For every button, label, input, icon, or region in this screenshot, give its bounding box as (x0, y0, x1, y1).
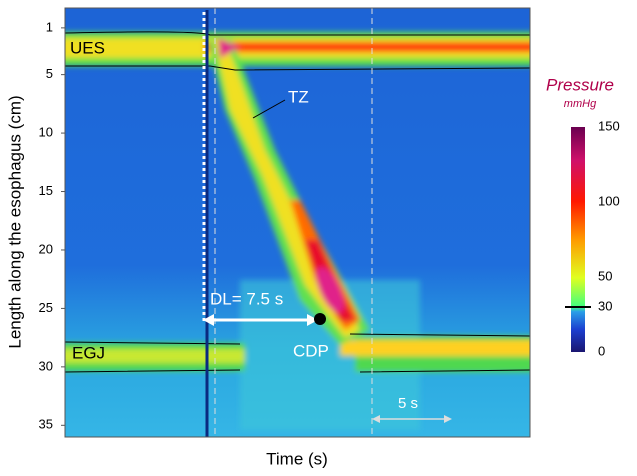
y-tick-label: 1 (46, 19, 53, 34)
annotation: TZ (288, 87, 309, 106)
y-tick-label: 10 (39, 125, 53, 140)
colorbar (571, 127, 585, 352)
colorbar-unit: mmHg (564, 98, 597, 110)
y-tick-label: 30 (39, 358, 53, 373)
y-tick-label: 25 (39, 300, 53, 315)
y-tick-label: 15 (39, 183, 53, 198)
annotation: 5 s (398, 395, 418, 412)
y-axis-label: Length along the esophagus (cm) (5, 95, 24, 348)
colorbar-tick-label: 100 (598, 193, 620, 208)
plot-frame (64, 7, 531, 438)
annotation: EGJ (72, 343, 105, 362)
y-tick-label: 20 (39, 241, 53, 256)
colorbar-tick-label: 0 (598, 343, 605, 358)
colorbar-tick-label: 50 (598, 268, 612, 283)
colorbar-tick-label: 150 (598, 118, 620, 133)
colorbar-tick-label: 30 (598, 298, 612, 313)
annotation: DL= 7.5 s (210, 289, 283, 308)
annotation: UES (70, 38, 105, 57)
y-tick-label: 5 (46, 66, 53, 81)
y-tick-label: 35 (39, 417, 53, 432)
heatmap (65, 8, 530, 437)
x-axis-label: Time (s) (266, 449, 328, 468)
annotation: CDP (293, 341, 329, 360)
colorbar-title: Pressure (546, 75, 614, 94)
